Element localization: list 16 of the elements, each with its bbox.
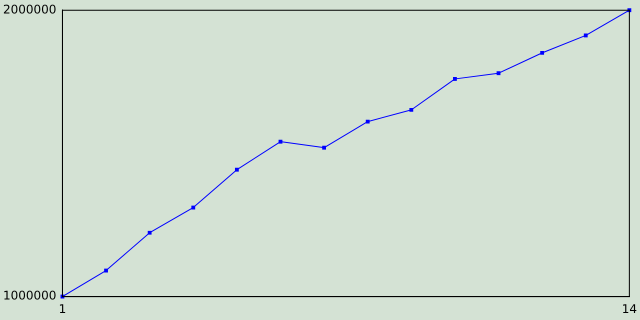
point — [322, 146, 326, 150]
point — [409, 108, 414, 112]
point — [540, 50, 544, 55]
point — [234, 168, 239, 172]
x-tick-label: 1 — [58, 302, 66, 316]
point — [104, 268, 108, 272]
x-tick-label: 14 — [622, 302, 638, 316]
point — [191, 206, 196, 210]
y-tick-label: 1000000 — [2, 288, 56, 303]
point — [278, 140, 282, 144]
point — [453, 77, 457, 81]
point — [496, 71, 500, 76]
point — [366, 120, 370, 124]
point — [148, 230, 152, 235]
point — [584, 33, 588, 38]
y-tick-label: 2000000 — [2, 2, 56, 16]
